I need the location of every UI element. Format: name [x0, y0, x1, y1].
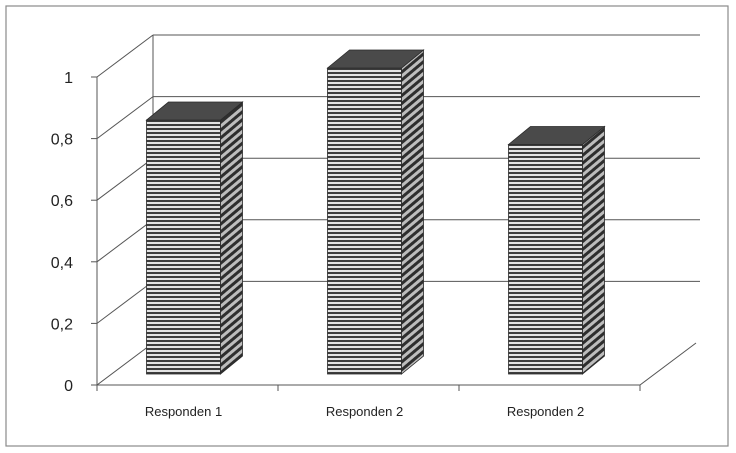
- bar-side-face: [401, 49, 424, 375]
- bar-top-face: [507, 126, 606, 145]
- bar-side-face: [582, 125, 605, 375]
- y-tick-label: 0,6: [51, 193, 73, 210]
- x-category-label: Responden 2: [326, 404, 403, 419]
- gridline-side: [96, 342, 154, 386]
- chart-border: [5, 5, 729, 447]
- bar: [507, 125, 606, 375]
- y-tick-label: 0: [64, 378, 73, 395]
- y-tick-label: 1: [64, 70, 73, 87]
- x-category-label: Responden 1: [145, 404, 222, 419]
- gridline-side: [96, 157, 154, 201]
- gridline-side: [96, 96, 154, 140]
- axis-labels: 0 0,2 0,4 0,6 0,8 1 Responden 1 Responden 2 Resp…: [51, 70, 584, 419]
- bar-front-face: [146, 119, 221, 375]
- bar-side-face: [220, 101, 243, 375]
- bar-front-face: [508, 144, 583, 375]
- gridline-side: [96, 219, 154, 263]
- bars: [145, 49, 606, 375]
- y-tick-label: 0,8: [51, 132, 73, 149]
- bar-top-face: [145, 101, 244, 121]
- floor-edge: [639, 342, 697, 386]
- bar-front-face: [327, 67, 402, 375]
- y-tick-label: 0,2: [51, 316, 73, 333]
- bar: [145, 101, 244, 375]
- chart-frame: [5, 5, 729, 447]
- bar: [326, 49, 425, 375]
- bar-top-face: [326, 49, 425, 69]
- gridline-side: [96, 34, 154, 78]
- gridline-side: [96, 280, 154, 324]
- x-category-label: Responden 2: [507, 404, 584, 419]
- y-tick-label: 0,4: [51, 255, 73, 272]
